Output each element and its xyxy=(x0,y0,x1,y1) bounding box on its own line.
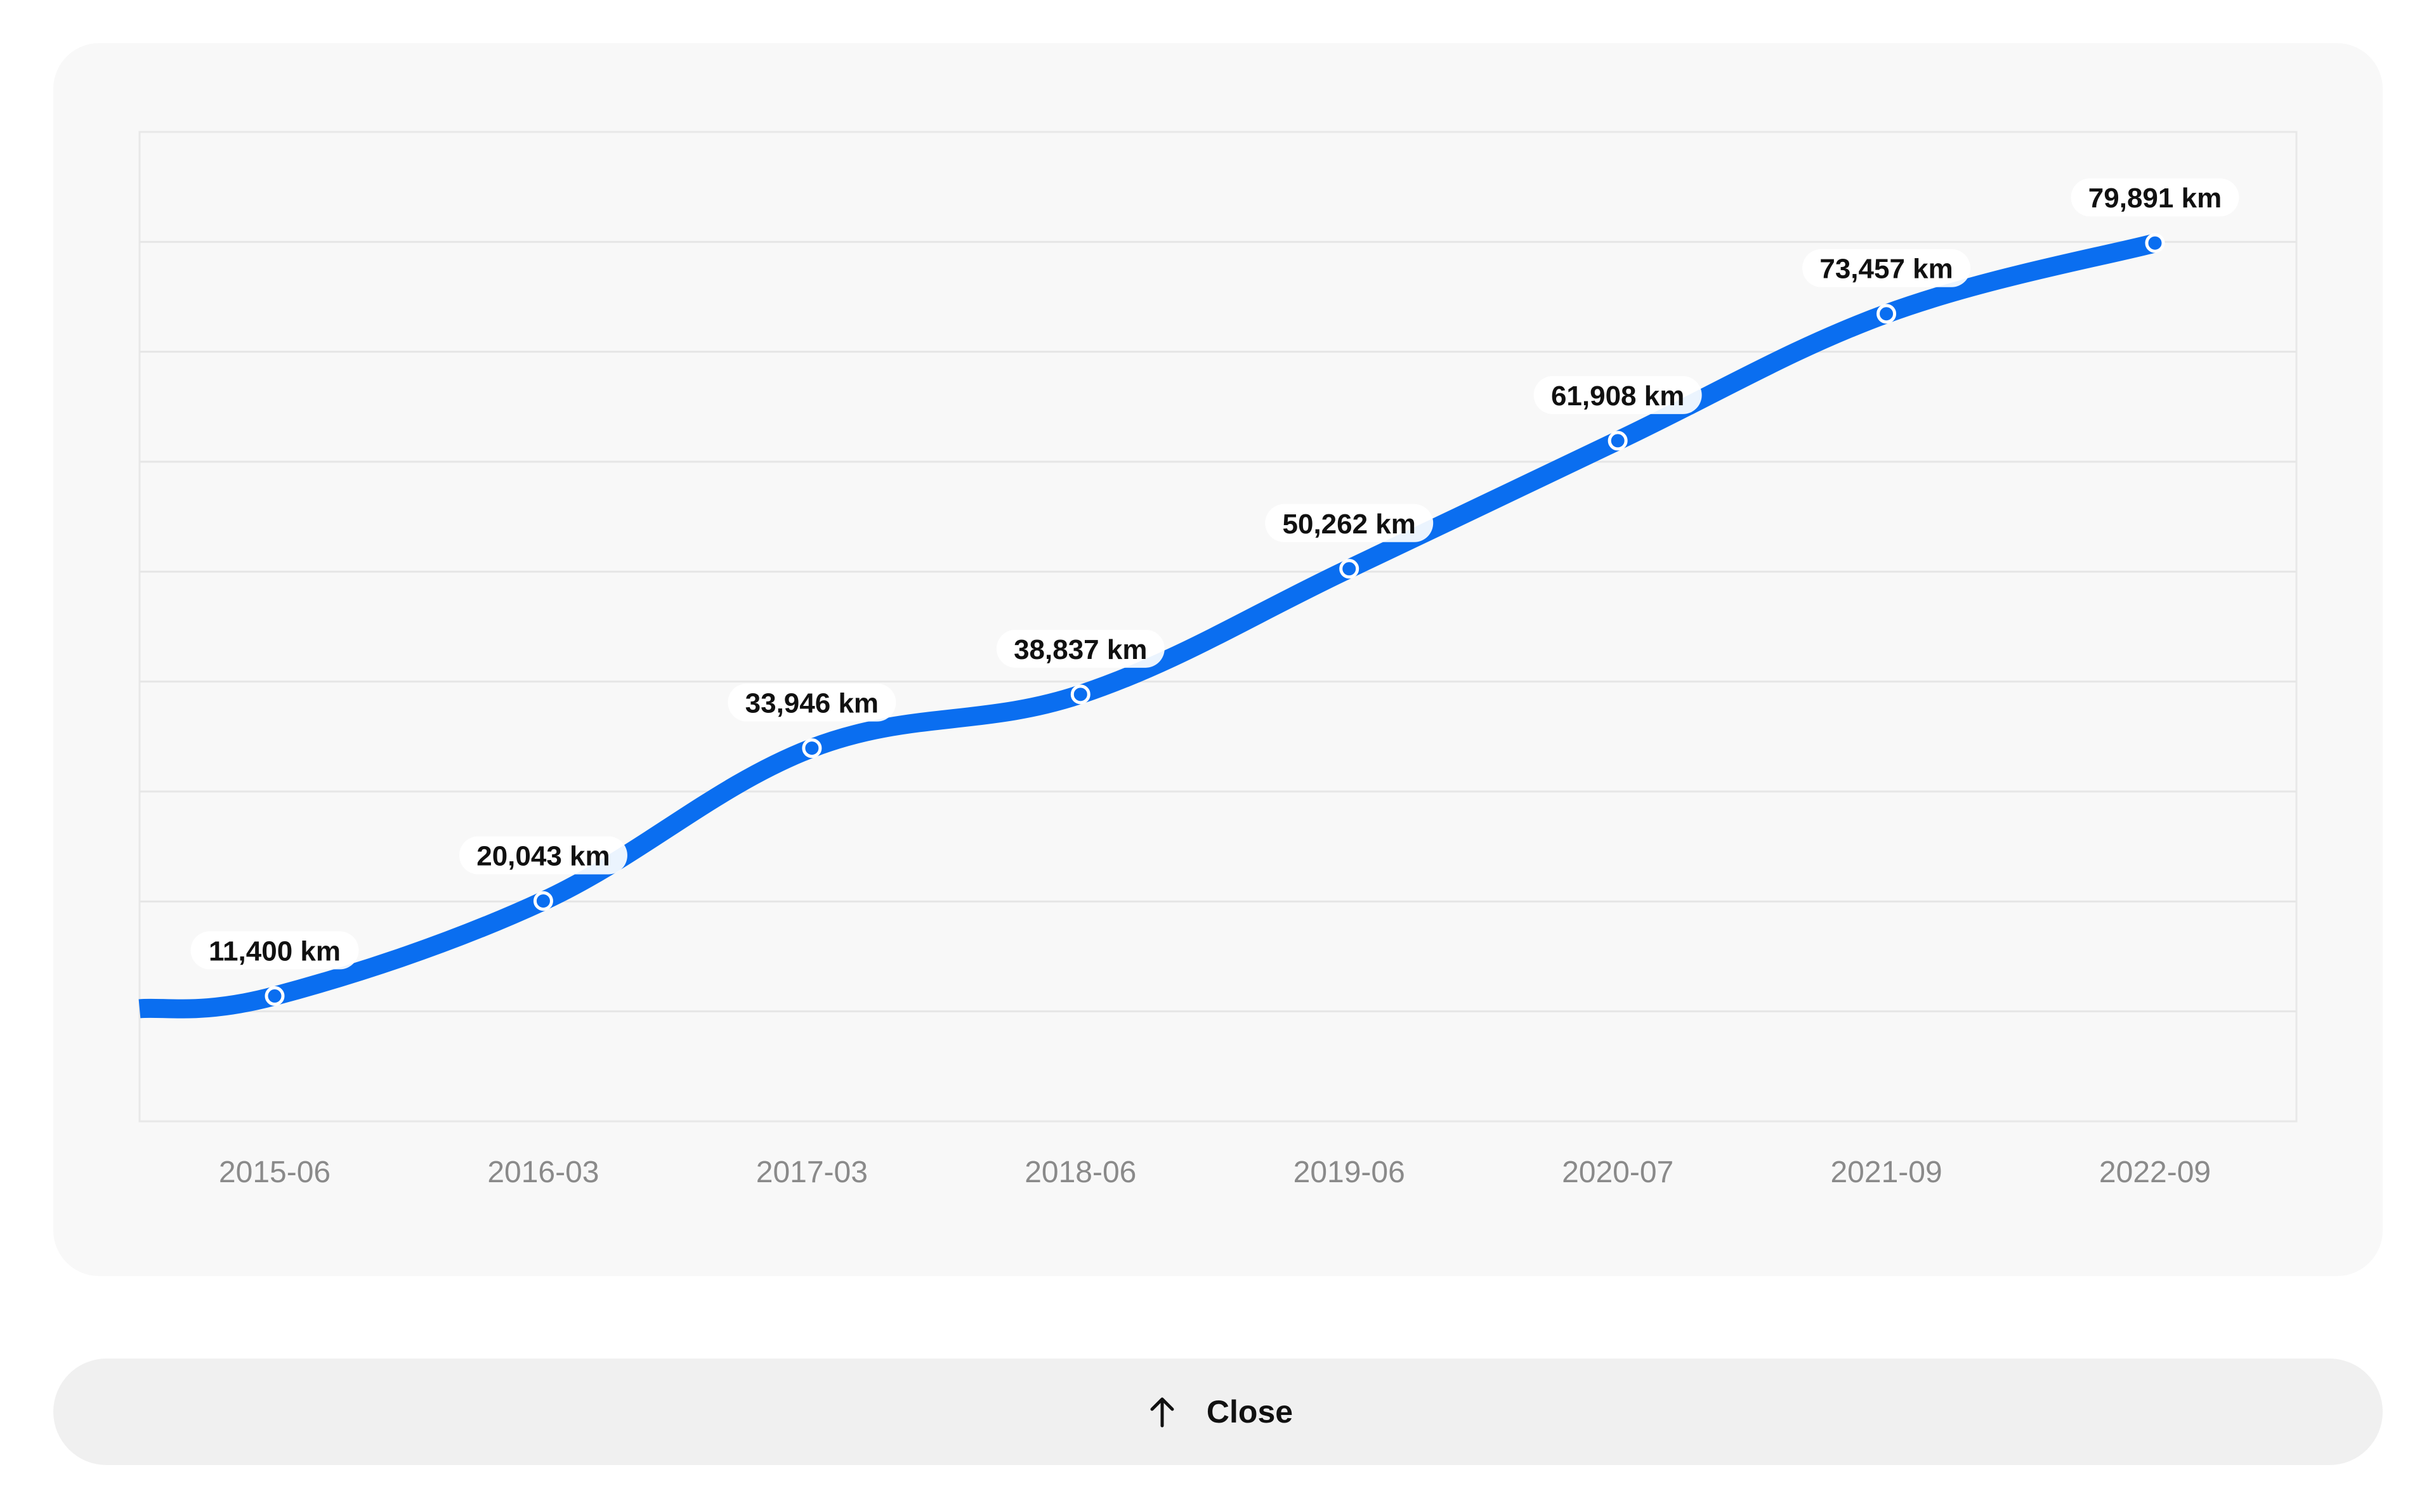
x-tick-label: 2022-09 xyxy=(2099,1156,2211,1189)
grid-lines xyxy=(140,240,2296,1013)
data-label: 11,400 km xyxy=(190,931,359,970)
data-label-background xyxy=(190,931,359,970)
close-label: Close xyxy=(1206,1394,1293,1430)
data-label: 50,262 km xyxy=(1265,504,1434,542)
series-group xyxy=(138,233,2158,1019)
data-label: 33,946 km xyxy=(728,683,896,722)
data-point[interactable] xyxy=(2145,233,2165,253)
data-label: 73,457 km xyxy=(1802,249,1971,287)
data-point[interactable] xyxy=(265,986,285,1006)
data-label-background xyxy=(1533,375,1702,414)
data-label-background xyxy=(996,629,1165,668)
data-label: 38,837 km xyxy=(996,629,1165,668)
x-tick-label: 2021-09 xyxy=(1830,1156,1942,1189)
close-button[interactable]: Close xyxy=(53,1359,2383,1465)
data-point[interactable] xyxy=(1070,684,1090,705)
x-tick-label: 2017-03 xyxy=(756,1156,868,1189)
arrow-up-icon xyxy=(1143,1393,1181,1431)
data-label-text: 61,908 km xyxy=(1551,381,1684,412)
x-tick-label: 2020-07 xyxy=(1562,1156,1673,1189)
data-label-text: 33,946 km xyxy=(745,688,879,719)
data-label-text: 50,262 km xyxy=(1283,509,1416,540)
data-label-background xyxy=(728,683,896,722)
data-point[interactable] xyxy=(1876,304,1897,324)
data-labels: 11,400 km 20,043 km 33,946 km 38,837 km 50,2… xyxy=(190,178,2239,970)
data-label-text: 11,400 km xyxy=(209,935,341,967)
data-label-text: 79,891 km xyxy=(2088,183,2222,214)
data-point[interactable] xyxy=(1608,431,1628,451)
data-point[interactable] xyxy=(1339,559,1359,579)
data-label-text: 20,043 km xyxy=(476,841,610,872)
data-label-background xyxy=(2071,178,2239,217)
series-line xyxy=(138,233,2158,1019)
data-label-background xyxy=(1265,504,1434,542)
points-group xyxy=(265,233,2165,1006)
data-label-text: 38,837 km xyxy=(1014,634,1147,665)
x-tick-label: 2016-03 xyxy=(487,1156,599,1189)
x-tick-label: 2015-06 xyxy=(219,1156,331,1189)
x-tick-label: 2018-06 xyxy=(1025,1156,1136,1189)
data-point[interactable] xyxy=(802,738,822,759)
data-label: 79,891 km xyxy=(2071,178,2239,217)
data-label-background xyxy=(459,836,627,875)
data-label-text: 73,457 km xyxy=(1819,254,1953,285)
data-point[interactable] xyxy=(533,891,553,911)
line-chart: 11,400 km 20,043 km 33,946 km 38,837 km 50,2… xyxy=(138,131,2298,1189)
data-label-background xyxy=(1802,249,1971,287)
chart-card: 11,400 km 20,043 km 33,946 km 38,837 km 50,2… xyxy=(53,43,2383,1276)
x-tick-label: 2019-06 xyxy=(1293,1156,1405,1189)
x-axis-ticks: 2015-06 2016-03 2017-03 2018-06 2019-06 2020-… xyxy=(219,1156,2211,1189)
data-label: 61,908 km xyxy=(1533,375,1702,414)
data-label: 20,043 km xyxy=(459,836,627,875)
